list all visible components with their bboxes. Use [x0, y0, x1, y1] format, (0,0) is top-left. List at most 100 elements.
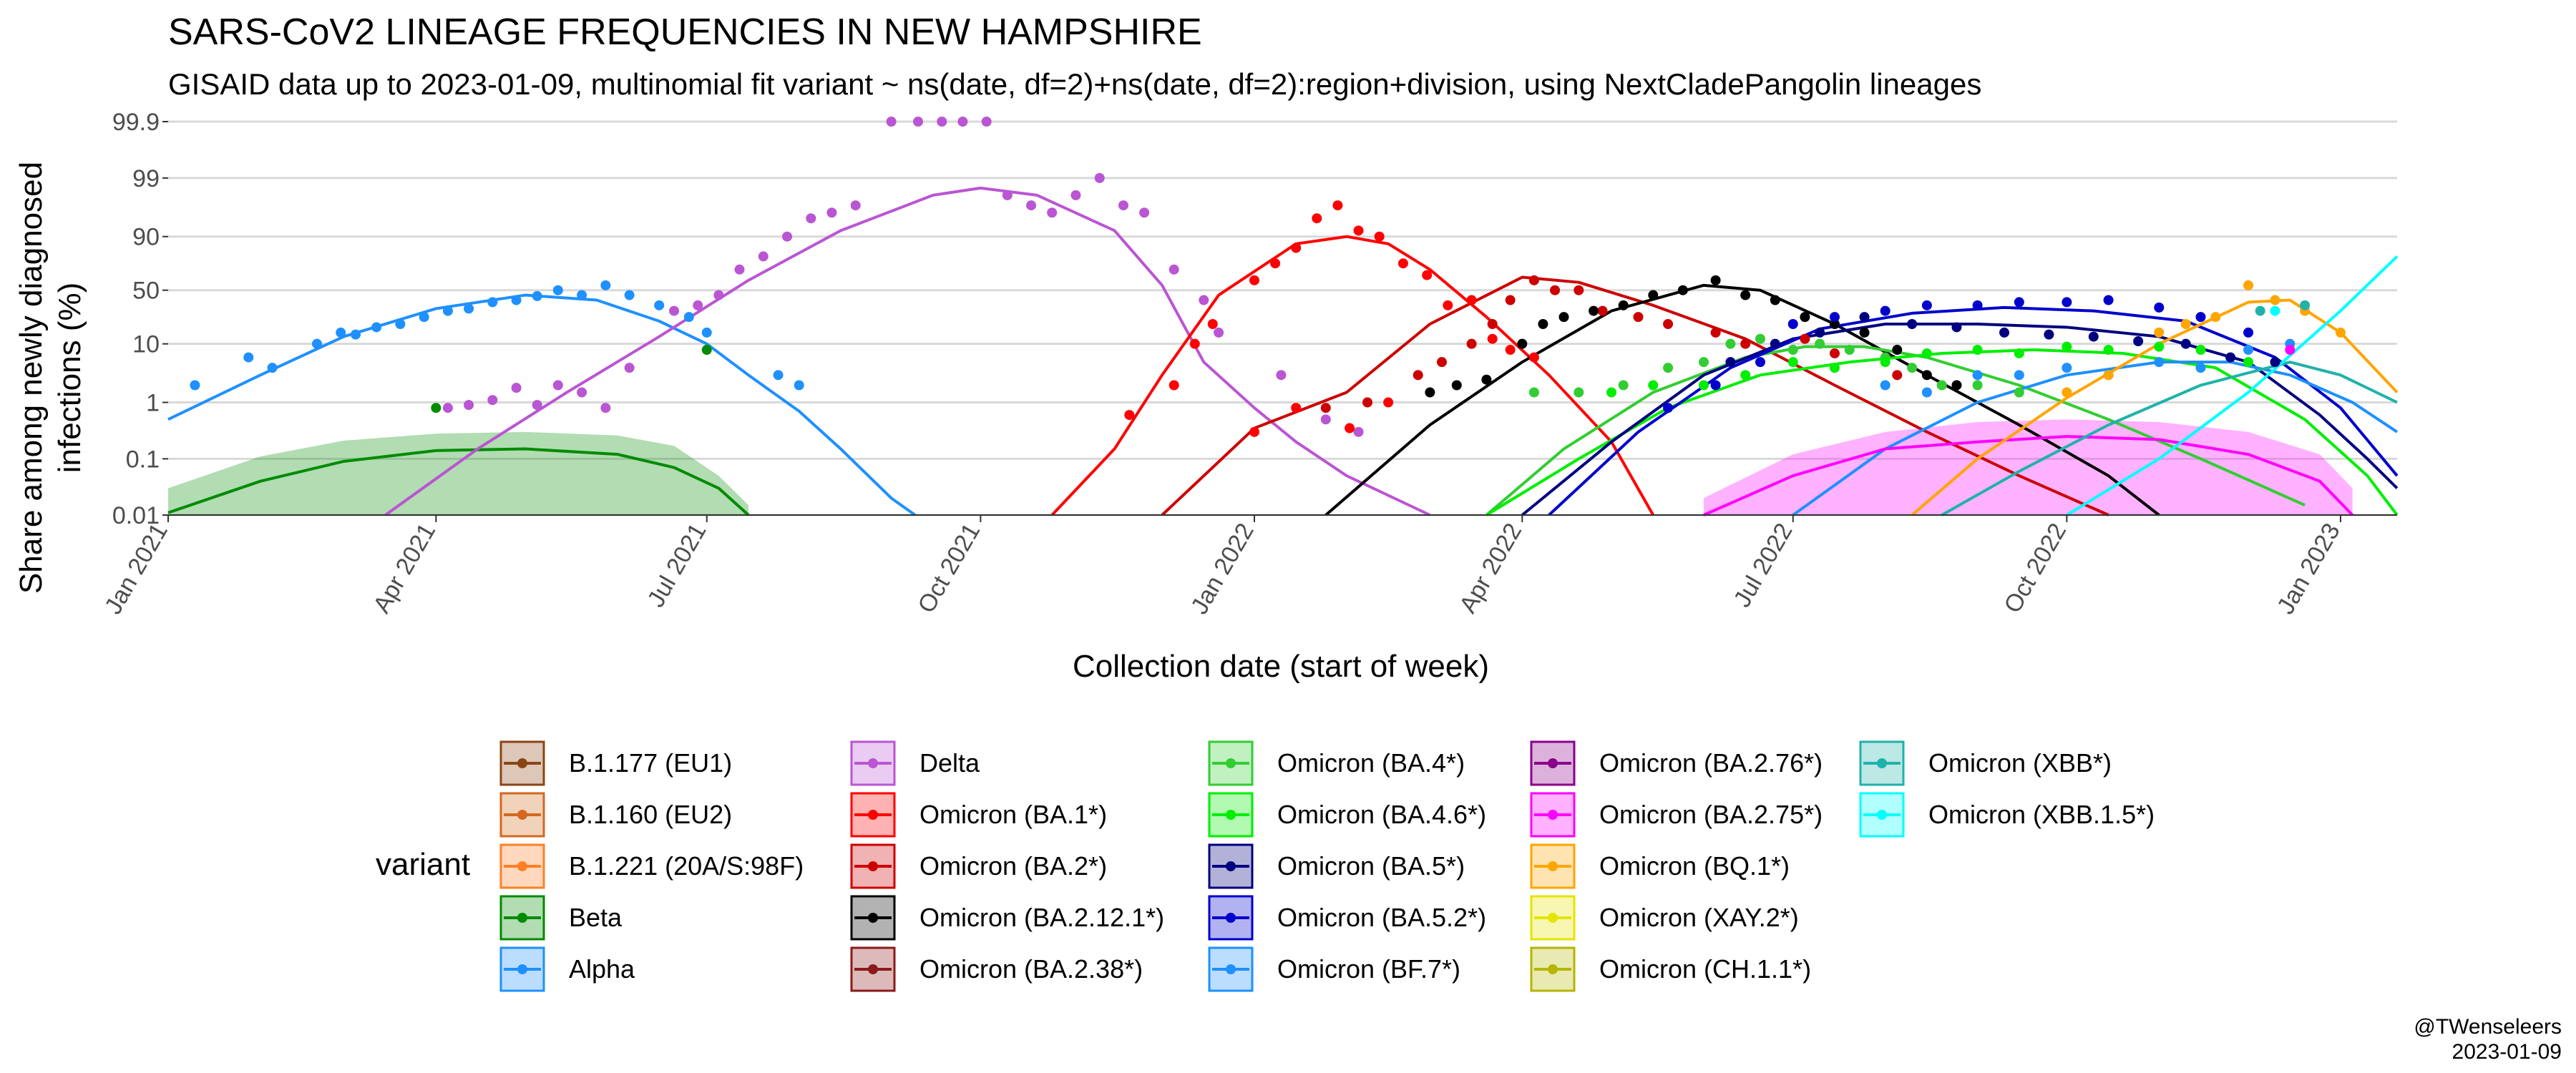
- point-Omicron (BA.2.12.1*): [1558, 312, 1569, 323]
- point-Omicron (BA.5.2*): [2154, 302, 2165, 313]
- point-Delta: [1070, 190, 1081, 200]
- legend-point: [1877, 810, 1887, 820]
- legend-key-Omicron (BA.5*): Omicron (BA.5*): [1208, 843, 1465, 889]
- point-Omicron (BF.7*): [2062, 363, 2072, 373]
- point-Omicron (BA.2*): [1466, 338, 1477, 349]
- x-tick-label: Jan 2023: [2272, 519, 2346, 619]
- point-Omicron (BF.7*): [2154, 357, 2165, 368]
- y-tick-label: 10: [132, 331, 160, 358]
- point-Omicron (BA.5.2*): [1972, 300, 1983, 310]
- point-Omicron (BA.2.12.1*): [1451, 380, 1462, 391]
- legend-key-B.1.221 (20A/S:98F): B.1.221 (20A/S:98F): [499, 843, 804, 889]
- point-Omicron (BA.2.12.1*): [1538, 319, 1548, 330]
- point-Omicron (BA.1*): [1270, 258, 1281, 269]
- legend-label: Omicron (BA.2.76*): [1599, 748, 1823, 778]
- legend-point: [1226, 758, 1236, 768]
- legend-point: [1548, 758, 1558, 768]
- point-Omicron (BA.4*): [2014, 387, 2024, 398]
- point-Alpha: [577, 290, 587, 300]
- point-Alpha: [311, 338, 322, 349]
- point-Omicron (BA.2*): [1550, 285, 1561, 295]
- point-Alpha: [624, 290, 635, 300]
- point-Omicron (BA.5.2*): [2062, 297, 2072, 308]
- point-Delta: [511, 383, 522, 393]
- point-Omicron (BA.2.12.1*): [1589, 305, 1599, 316]
- point-Omicron (BA.5.2*): [1663, 403, 1674, 413]
- legend-point: [1226, 964, 1236, 974]
- point-Delta: [1002, 190, 1013, 200]
- point-Omicron (BA.4*): [1972, 380, 1983, 391]
- point-Omicron (BA.1*): [1249, 426, 1259, 437]
- caption-author: @TWenseleers: [2414, 1015, 2562, 1039]
- legend-point: [1548, 861, 1558, 871]
- legend-point: [517, 913, 527, 923]
- point-Omicron (BQ.1*): [2243, 280, 2254, 290]
- point-Omicron (BA.4.6*): [2195, 345, 2206, 356]
- point-Omicron (BA.4*): [1725, 338, 1736, 349]
- point-Alpha: [487, 297, 498, 308]
- point-Alpha: [654, 300, 665, 310]
- legend-point: [868, 810, 878, 820]
- point-Omicron (BA.5.2*): [2243, 327, 2254, 338]
- legend-key-Omicron (BQ.1*): Omicron (BQ.1*): [1530, 843, 1790, 889]
- point-Beta: [701, 345, 712, 356]
- x-axis-ticks: Jan 2021 Apr 2021 Jul 2021 Oct 2021 Jan 2022…: [99, 514, 2397, 619]
- point-Omicron (XBB*): [2300, 300, 2311, 310]
- point-Delta: [826, 207, 837, 218]
- y-axis-ticks: 0.01 0.1 1 10 50 90 99 99.9: [112, 109, 168, 529]
- x-tick-label: Apr 2021: [368, 519, 441, 618]
- point-Omicron (BA.2.12.1*): [1677, 285, 1688, 295]
- point-Omicron (BQ.1*): [2103, 370, 2114, 381]
- point-Omicron (BA.4.6*): [2014, 348, 2024, 358]
- point-Omicron (BA.2*): [1892, 370, 1903, 381]
- point-Omicron (BA.1*): [1443, 300, 1453, 310]
- point-Omicron (BA.4*): [1528, 387, 1539, 398]
- point-Delta: [552, 380, 563, 391]
- y-tick-label: 99.9: [112, 109, 160, 136]
- point-Omicron (BA.4.6*): [1921, 348, 1932, 358]
- point-Omicron (BA.5.2*): [1787, 319, 1798, 330]
- point-Omicron (BA.4.6*): [1787, 357, 1798, 368]
- point-Omicron (BA.2.12.1*): [1517, 338, 1528, 349]
- legend-key-Omicron (BA.1*): Omicron (BA.1*): [850, 792, 1107, 838]
- point-Omicron (BA.4.6*): [1606, 387, 1617, 398]
- point-Alpha: [701, 327, 712, 338]
- legend-label: Omicron (BQ.1*): [1599, 851, 1790, 881]
- point-Delta: [782, 231, 793, 242]
- legend-point: [1548, 913, 1558, 923]
- chart-subtitle: GISAID data up to 2023-01-09, multinomia…: [168, 67, 1981, 101]
- fit-line-Omicron (BA.2.12.1*): [1324, 283, 2160, 516]
- legend-point: [517, 861, 527, 871]
- fit-line-Omicron (BA.5.2*): [1548, 305, 2399, 516]
- legend-title: variant: [376, 847, 470, 882]
- point-Omicron (BA.5.2*): [1880, 305, 1890, 316]
- point-Omicron (BA.2*): [1597, 305, 1608, 316]
- fit-line-Omicron (BA.5*): [1521, 323, 2399, 516]
- y-tick-label: 99: [132, 165, 160, 192]
- point-Omicron (BA.1*): [1332, 200, 1343, 211]
- x-tick-label: Oct 2022: [1999, 519, 2072, 617]
- point-Delta: [669, 305, 680, 316]
- point-Delta: [1139, 207, 1150, 218]
- y-axis-title-line1: Share among newly diagnosed: [14, 162, 49, 594]
- x-axis-title: Collection date (start of week): [1073, 649, 1489, 684]
- point-Omicron (BA.1*): [1397, 258, 1408, 269]
- point-Omicron (BA.5*): [2044, 329, 2054, 340]
- point-Omicron (BQ.1*): [2062, 387, 2072, 398]
- point-Omicron (BA.4.6*): [2243, 357, 2254, 368]
- legend-label: Omicron (XAY.2*): [1599, 903, 1799, 932]
- point-Alpha: [371, 322, 382, 333]
- point-Delta: [886, 117, 897, 127]
- point-Omicron (BA.4.6*): [2154, 341, 2165, 352]
- point-Omicron (BA.5.2*): [2014, 297, 2024, 308]
- point-Omicron (BQ.1*): [2335, 327, 2346, 338]
- point-Omicron (BF.7*): [1972, 370, 1983, 381]
- legend: B.1.177 (EU1) B.1.160 (EU2) B.1.221 (20A/S…: [499, 740, 2155, 992]
- point-Omicron (BA.2.12.1*): [1618, 300, 1629, 310]
- legend-key-Omicron (XAY.2*): Omicron (XAY.2*): [1530, 895, 1799, 941]
- y-tick-label: 50: [132, 278, 160, 305]
- point-Omicron (BA.4.6*): [1740, 370, 1751, 381]
- legend-key-Omicron (BA.2.76*): Omicron (BA.2.76*): [1530, 740, 1823, 786]
- point-Omicron (BA.1*): [1374, 231, 1385, 242]
- legend-key-Omicron (BA.4.6*): Omicron (BA.4.6*): [1208, 792, 1486, 838]
